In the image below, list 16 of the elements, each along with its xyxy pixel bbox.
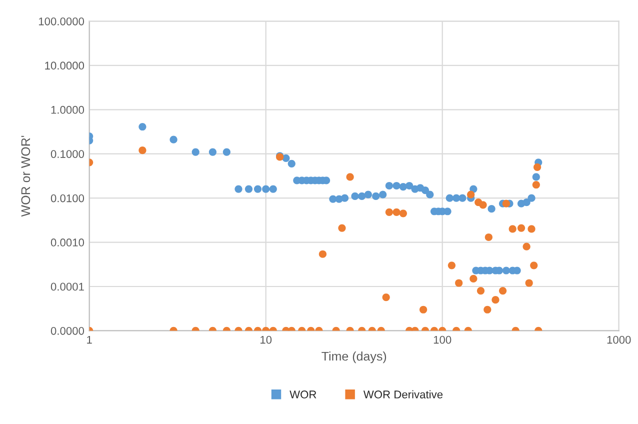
y-tick-label: 0.0100 [50, 194, 84, 202]
y-tick-label: 0.0010 [50, 238, 84, 246]
y-tick-label: 1.0000 [51, 106, 84, 114]
x-tick-label: 100 [434, 336, 452, 344]
legend-label: WOR Derivative [363, 390, 443, 398]
x-tick-label: 1000 [607, 336, 631, 344]
x-axis-title: Time (days) [322, 351, 386, 364]
y-tick-label: 0.1000 [50, 150, 84, 158]
y-tick-label: 0.0001 [50, 282, 84, 291]
y-tick-label: 100.0000 [38, 17, 84, 26]
x-tick-label: 1 [87, 336, 92, 344]
y-axis-title: WOR or WOR' [21, 136, 30, 217]
x-tick-label: 10 [260, 336, 272, 344]
y-tick-label: 0.0000 [50, 326, 84, 335]
legend-label: WOR [290, 390, 316, 398]
y-tick-label: 10.0000 [45, 62, 84, 70]
